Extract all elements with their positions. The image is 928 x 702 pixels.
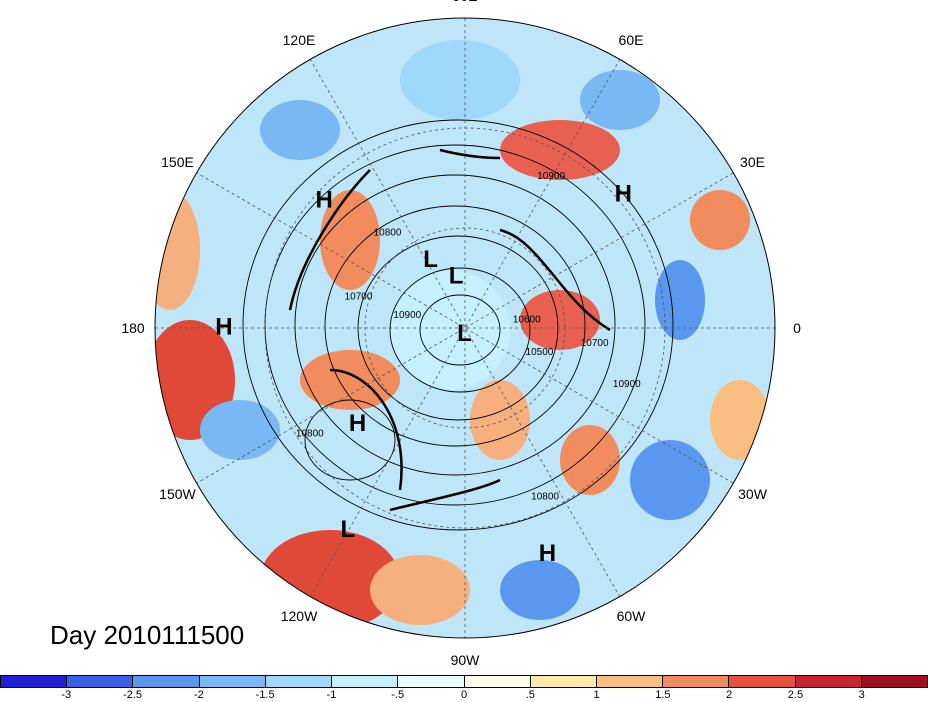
contour-label: 10700 bbox=[581, 338, 609, 349]
longitude-label: 30E bbox=[740, 154, 765, 170]
longitude-label: 60E bbox=[618, 32, 644, 49]
colorbar-segment bbox=[265, 676, 333, 687]
longitude-label: 90E bbox=[453, 0, 478, 4]
longitude-label: 120W bbox=[280, 607, 318, 624]
longitude-label: 150E bbox=[161, 154, 194, 170]
colorbar-tick-label: -1.5 bbox=[255, 689, 275, 701]
colorbar-tick-label: -.5 bbox=[391, 689, 405, 701]
contour-labels: 10900 10800 10700 10900 10700 10500 10800 10800… bbox=[296, 171, 641, 503]
contour-label: 10900 bbox=[613, 379, 641, 390]
low-pressure-label: L bbox=[449, 262, 464, 289]
colorbar-tick-label: -2.5 bbox=[123, 689, 143, 701]
colorbar-tick-label: 0 bbox=[460, 689, 468, 701]
colorbar-segment bbox=[332, 676, 399, 687]
contour-label: 10800 bbox=[531, 492, 559, 503]
colorbar-tick-label: .5 bbox=[525, 689, 535, 701]
contour-label: 10700 bbox=[345, 291, 373, 302]
colorbar-segment bbox=[67, 676, 134, 687]
colorbar bbox=[0, 675, 928, 688]
contour-label: 10500 bbox=[526, 347, 554, 358]
low-pressure-label: L bbox=[423, 246, 438, 273]
colorbar-segment bbox=[398, 676, 465, 687]
longitude-label: 60W bbox=[616, 607, 646, 624]
colorbar-segment bbox=[663, 676, 730, 687]
colorbar-segment bbox=[1, 676, 68, 687]
contour-label: 10900 bbox=[393, 310, 421, 321]
high-pressure-label: H bbox=[215, 313, 232, 340]
high-pressure-label: H bbox=[539, 540, 556, 567]
colorbar-ticks: -3 -2.5 -2 -1.5 -1 -.5 0 .5 1 1.5 2 2.5 3 bbox=[0, 689, 928, 702]
colorbar-segment bbox=[596, 676, 664, 687]
contour-label: 10800 bbox=[296, 429, 324, 440]
low-pressure-label: L bbox=[341, 516, 356, 543]
colorbar-tick-label: 2.5 bbox=[787, 689, 804, 701]
longitude-label: 150W bbox=[159, 486, 196, 502]
colorbar-segment bbox=[795, 676, 862, 687]
colorbar-segment bbox=[729, 676, 796, 687]
colorbar-tick-label: 1 bbox=[593, 689, 600, 701]
contour-label: 10900 bbox=[537, 171, 565, 182]
colorbar-tick-label: 2 bbox=[726, 689, 733, 701]
longitude-label: 30W bbox=[738, 486, 767, 502]
longitude-label: 120E bbox=[282, 32, 316, 49]
colorbar-segment bbox=[133, 676, 200, 687]
longitude-label: 90W bbox=[450, 652, 480, 668]
colorbar-tick-label: 1.5 bbox=[655, 689, 671, 701]
colorbar-segment bbox=[861, 676, 928, 687]
date-title: Day 2010111500 bbox=[50, 620, 245, 650]
longitude-label: 0 bbox=[793, 320, 801, 336]
contour-label: 10800 bbox=[374, 228, 402, 239]
contour-label: 10600 bbox=[513, 315, 541, 326]
longitude-label: 180 bbox=[121, 320, 145, 336]
colorbar-segment bbox=[530, 676, 597, 687]
high-pressure-label: H bbox=[615, 181, 632, 208]
high-pressure-label: H bbox=[349, 410, 366, 437]
colorbar-segment bbox=[199, 676, 266, 687]
low-pressure-label: L bbox=[457, 320, 472, 347]
high-pressure-label: H bbox=[316, 187, 333, 214]
colorbar-segment bbox=[464, 676, 531, 687]
colorbar-tick-label: 3 bbox=[858, 689, 865, 701]
anomaly-field bbox=[155, 18, 775, 638]
colorbar-tick-label: -2 bbox=[193, 689, 204, 701]
colorbar-tick-label: -3 bbox=[61, 689, 72, 701]
colorbar-tick-label: -1 bbox=[326, 689, 337, 701]
